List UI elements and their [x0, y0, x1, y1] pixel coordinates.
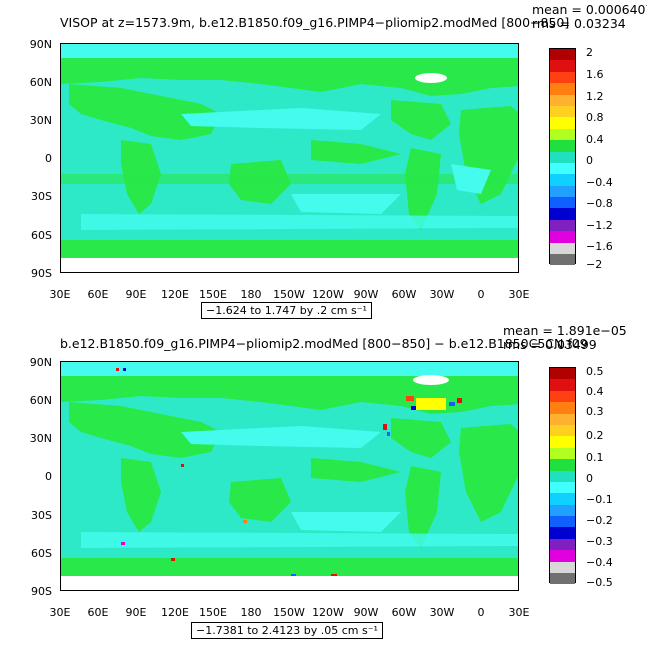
panel2-lon-label: 90W [353, 606, 379, 619]
panel2-range-label: −1.7381 to 2.4123 by .05 cm s⁻¹ [191, 622, 383, 639]
panel2-lat-label: 60N [29, 394, 52, 407]
panel1-lon-label: 60W [391, 288, 417, 301]
panel2-colorbar-label: 0.1 [586, 451, 604, 464]
panel2-map [60, 361, 519, 591]
panel2-title: b.e12.B1850.f09_g16.PIMP4−pliomip2.modMe… [60, 336, 588, 351]
panel2-lat-label: 60S [31, 547, 52, 560]
panel2-rms: rms = 0.03499 [503, 337, 597, 352]
panel2-colorbar-label: 0.4 [586, 385, 604, 398]
panel2-lon-label: 30W [429, 606, 455, 619]
panel1-lon-label: 120E [161, 288, 189, 301]
panel2-lat-label: 90S [31, 585, 52, 598]
panel1-colorbar-label: 0 [586, 154, 593, 167]
panel2-colorbar-label: −0.5 [586, 576, 613, 589]
panel1-lat-label: 30S [31, 190, 52, 203]
panel1-lon-label: 120W [312, 288, 344, 301]
panel2-lon-label: 180 [240, 606, 262, 619]
panel2-lon-label: 150W [273, 606, 305, 619]
panel2-lat-label: 90N [29, 356, 52, 369]
panel2-colorbar-label: 0.5 [586, 365, 604, 378]
panel1-lon-label: 30E [49, 288, 71, 301]
panel2-lat-label: 30S [31, 509, 52, 522]
panel2-lon-label: 120E [161, 606, 189, 619]
panel2-map-field [61, 362, 518, 590]
panel1-lat-label: 30N [29, 114, 52, 127]
panel2-lon-label: 30E [508, 606, 530, 619]
panel1-colorbar-label: 0.4 [586, 133, 604, 146]
panel1-lon-label: 30E [508, 288, 530, 301]
panel1-colorbar [549, 48, 576, 266]
panel1-lon-label: 60E [87, 288, 109, 301]
panel1-mean: mean = 0.0006407 [532, 2, 647, 17]
panel2-colorbar [549, 367, 576, 585]
panel2-colorbar-label: −0.3 [586, 535, 613, 548]
panel1-lat-label: 60N [29, 76, 52, 89]
panel1-colorbar-label: −0.4 [586, 176, 613, 189]
panel1-colorbar-label: 1.2 [586, 90, 604, 103]
panel1-colorbar-label: −0.8 [586, 197, 613, 210]
panel2-lon-label: 120W [312, 606, 344, 619]
panel1-lat-label: 60S [31, 229, 52, 242]
panel2-colorbar-label: 0.2 [586, 429, 604, 442]
panel2-lon-label: 60W [391, 606, 417, 619]
panel2-colorbar-label: −0.4 [586, 556, 613, 569]
panel2-lon-label: 30E [49, 606, 71, 619]
panel2-lat-label: 0 [45, 470, 52, 483]
panel1-rms: rms = 0.03234 [532, 16, 626, 31]
panel2-lon-label: 60E [87, 606, 109, 619]
panel1-colorbar-label: −2 [586, 258, 603, 271]
panel1-lat-label: 90N [29, 38, 52, 51]
panel1-colorbar-label: 2 [586, 46, 593, 59]
panel2-colorbar-label: −0.1 [586, 493, 613, 506]
panel2-colorbar-label: 0.3 [586, 405, 604, 418]
panel1-range-label: −1.624 to 1.747 by .2 cm s⁻¹ [201, 302, 372, 319]
panel1-lat-label: 0 [45, 152, 52, 165]
panel1-lon-label: 30W [429, 288, 455, 301]
panel2-mean: mean = 1.891e−05 [503, 323, 627, 338]
panel1-lon-label: 0 [477, 288, 485, 301]
panel1-lon-label: 90E [125, 288, 147, 301]
panel2-lat-label: 30N [29, 432, 52, 445]
panel2-colorbar-label: −0.2 [586, 514, 613, 527]
panel2-colorbar-label: 0 [586, 472, 593, 485]
panel1-lon-label: 150E [199, 288, 227, 301]
panel1-colorbar-label: −1.2 [586, 219, 613, 232]
panel2-lon-label: 0 [477, 606, 485, 619]
panel1-lon-label: 180 [240, 288, 262, 301]
panel1-lon-label: 90W [353, 288, 379, 301]
panel1-title: VISOP at z=1573.9m, b.e12.B1850.f09_g16.… [60, 15, 570, 30]
panel1-colorbar-label: −1.6 [586, 240, 613, 253]
panel1-colorbar-label: 1.6 [586, 68, 604, 81]
panel1-lat-label: 90S [31, 267, 52, 280]
panel2-lon-label: 150E [199, 606, 227, 619]
panel1-colorbar-label: 0.8 [586, 111, 604, 124]
panel1-map-field [61, 44, 518, 272]
panel2-lon-label: 90E [125, 606, 147, 619]
panel1-lon-label: 150W [273, 288, 305, 301]
panel1-map [60, 43, 519, 273]
